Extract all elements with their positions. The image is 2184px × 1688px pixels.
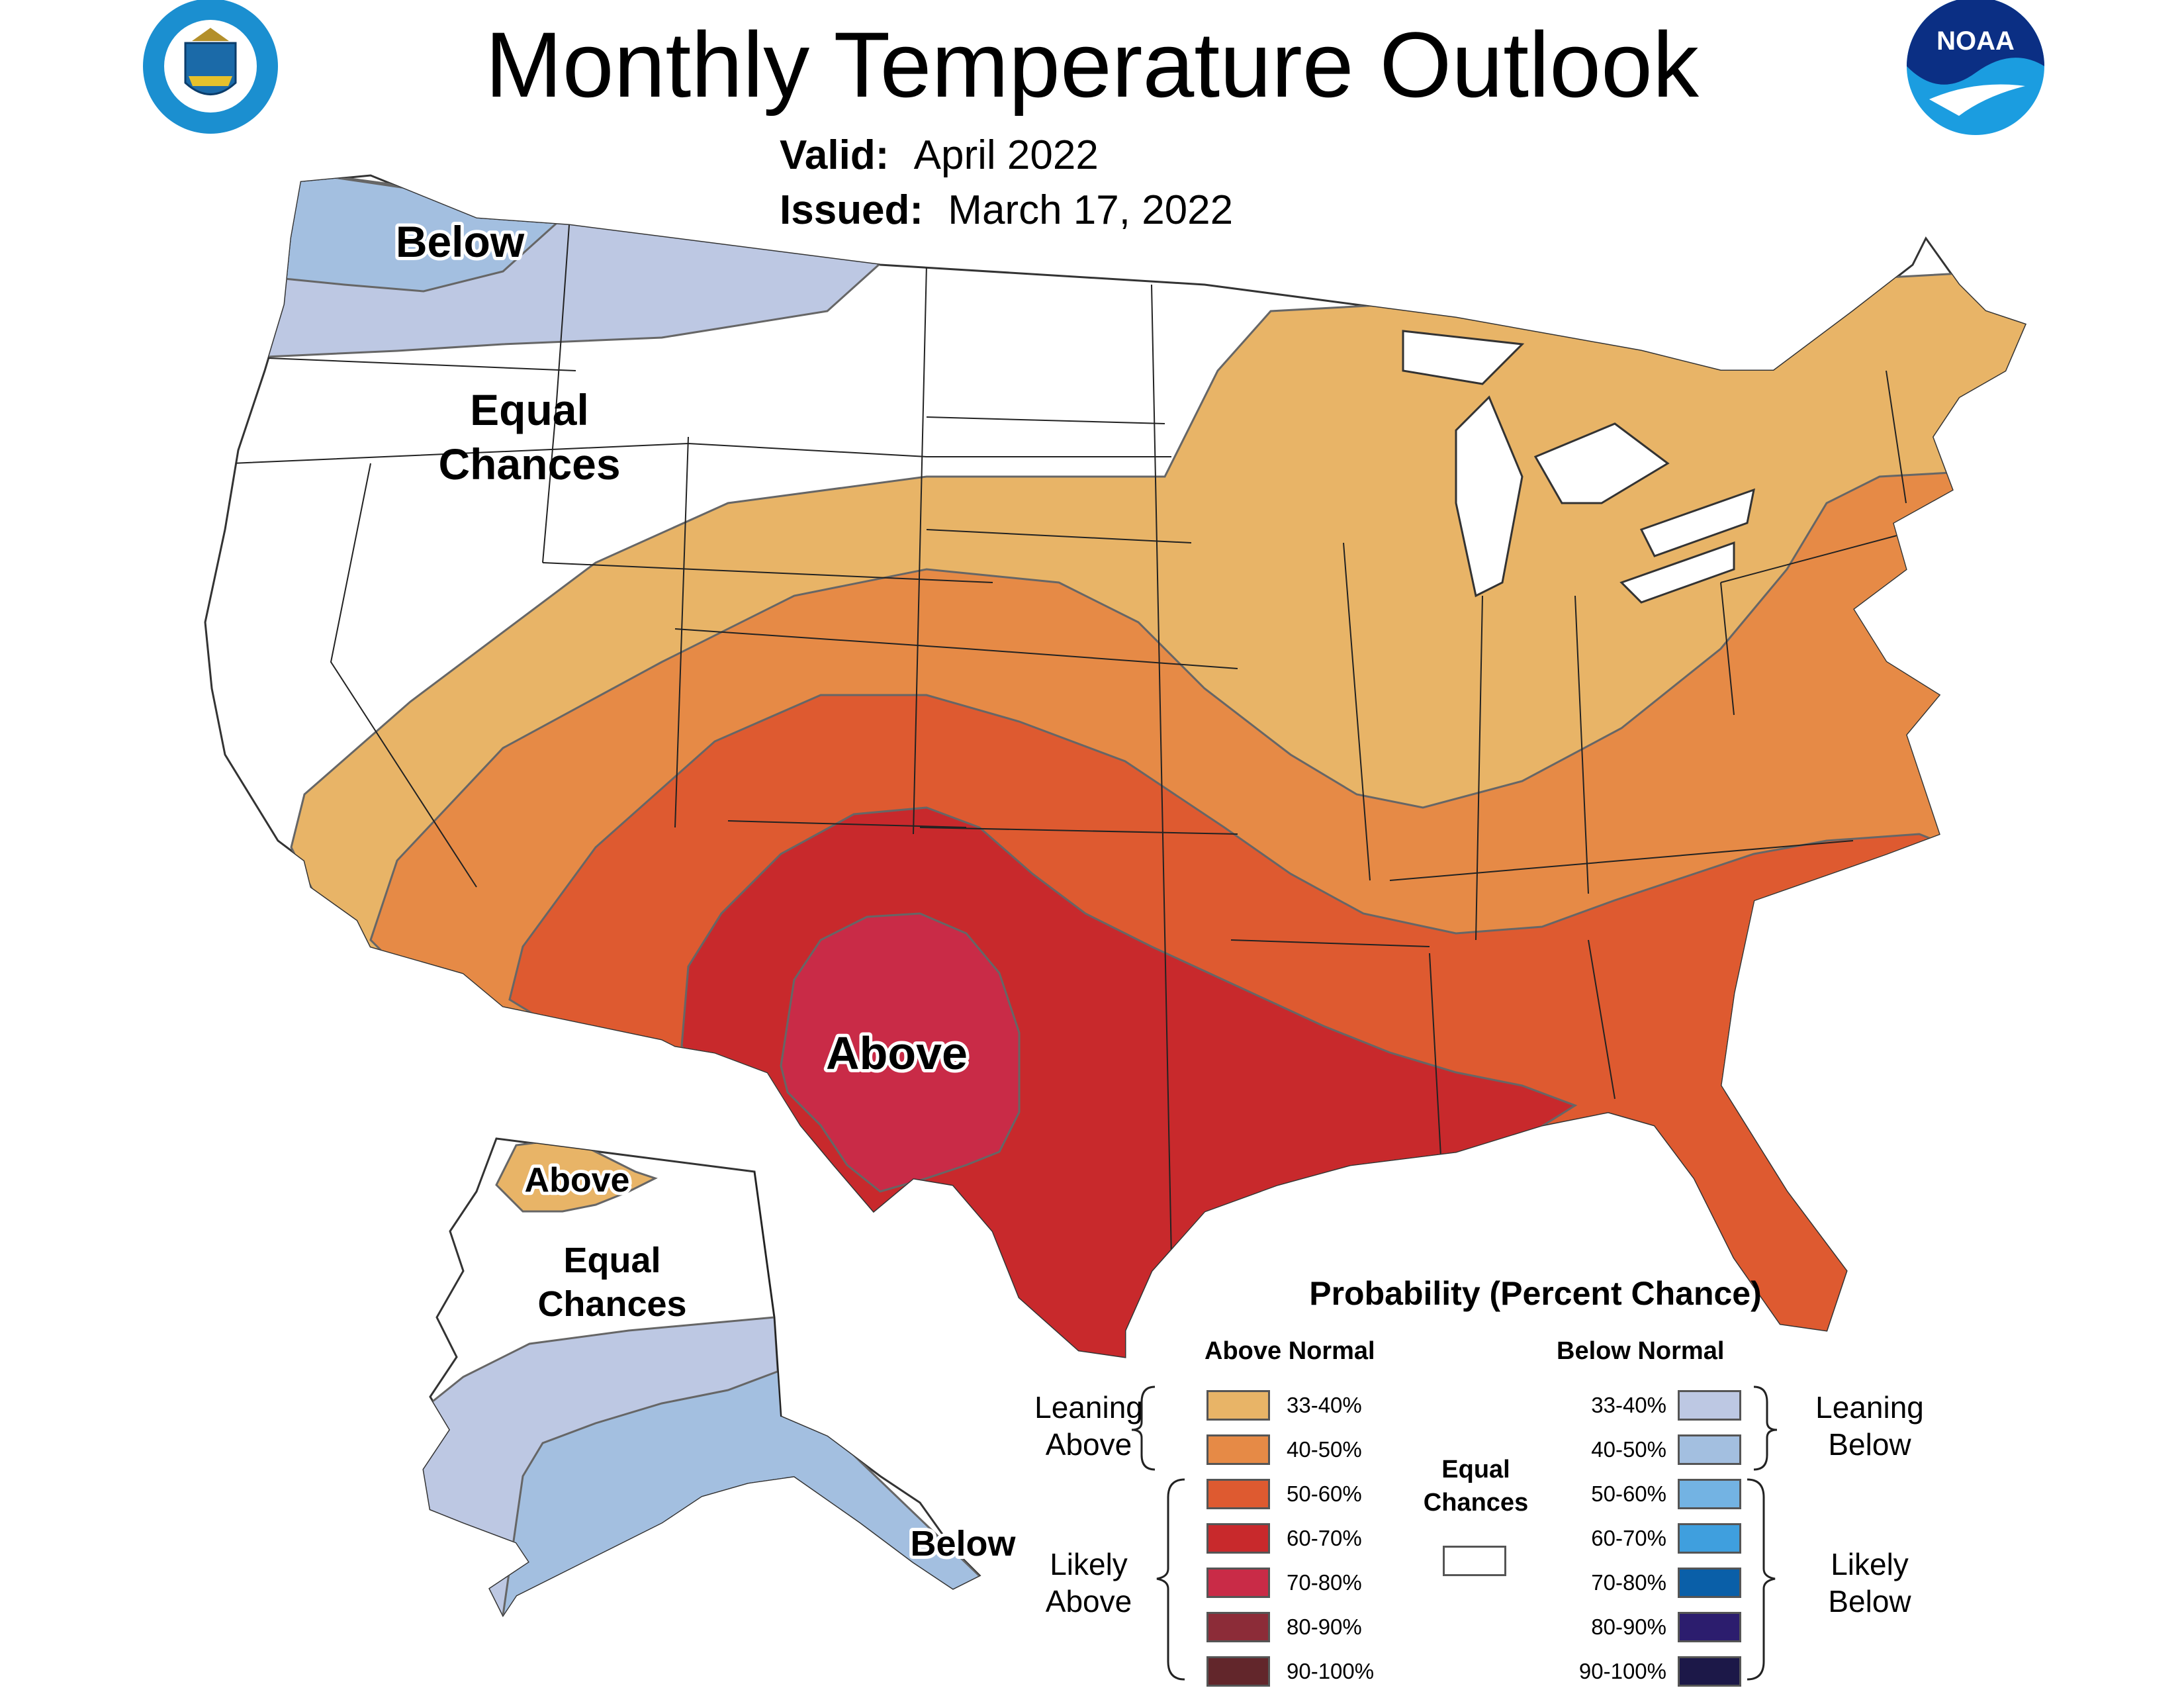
legend-title: Probability (Percent Chance) xyxy=(1309,1275,1762,1312)
leaning-below-label: Leaning Below xyxy=(1787,1389,1952,1463)
leaning-above-line-2: Above xyxy=(1045,1427,1132,1462)
issued-line: Issued: March 17, 2022 xyxy=(780,187,1233,234)
below-range-label: 33-40% xyxy=(1591,1393,1666,1417)
likely-above-label: Likely Above xyxy=(1006,1546,1171,1620)
below-swatch xyxy=(1678,1479,1741,1509)
alaska-above-label: Above xyxy=(525,1161,630,1199)
leaning-below-line-1: Leaning xyxy=(1815,1390,1924,1425)
above-swatch xyxy=(1206,1612,1270,1642)
equal-chances-label: Equal Chances xyxy=(1410,1453,1542,1519)
above-range-label: 33-40% xyxy=(1287,1393,1362,1417)
above-range-label: 90-100% xyxy=(1287,1659,1375,1683)
below-swatch xyxy=(1678,1612,1741,1642)
conus-equal-label-2: Chances xyxy=(438,440,620,489)
above-swatch xyxy=(1206,1390,1270,1421)
alaska-border xyxy=(754,1171,782,1417)
noaa-logo: NOAA xyxy=(1907,0,2044,135)
leaning-below-line-2: Below xyxy=(1828,1427,1911,1462)
above-swatch xyxy=(1206,1434,1270,1465)
equal-chances-line-1: Equal xyxy=(1441,1456,1510,1483)
alaska-below-label: Below xyxy=(910,1524,1016,1564)
leaning-above-line-1: Leaning xyxy=(1034,1390,1143,1425)
conus-above-70-80-region xyxy=(780,912,1021,1193)
leaning-above-label: Leaning Above xyxy=(1006,1389,1171,1463)
below-swatch xyxy=(1678,1523,1741,1554)
likely-above-line-1: Likely xyxy=(1050,1547,1128,1581)
below-swatch xyxy=(1678,1390,1741,1421)
map-title: Monthly Temperature Outlook xyxy=(485,13,1699,117)
valid-label: Valid: xyxy=(780,132,889,178)
issued-label: Issued: xyxy=(780,187,924,233)
state-boundaries xyxy=(231,224,1920,1258)
above-range-label: 70-80% xyxy=(1287,1570,1362,1595)
below-swatch xyxy=(1678,1656,1741,1687)
below-range-label: 40-50% xyxy=(1591,1437,1666,1462)
above-range-label: 60-70% xyxy=(1287,1526,1362,1550)
above-swatch xyxy=(1206,1523,1270,1554)
below-normal-header: Below Normal xyxy=(1557,1337,1725,1365)
conus-above-label: Above xyxy=(826,1027,968,1079)
below-range-label: 50-60% xyxy=(1591,1481,1666,1506)
below-swatch xyxy=(1678,1434,1741,1465)
likely-above-line-2: Above xyxy=(1045,1584,1132,1618)
below-range-label: 60-70% xyxy=(1591,1526,1666,1550)
above-normal-header: Above Normal xyxy=(1205,1337,1375,1365)
issued-value: March 17, 2022 xyxy=(948,187,1234,233)
valid-line: Valid: April 2022 xyxy=(780,132,1099,179)
below-range-label: 70-80% xyxy=(1591,1570,1666,1595)
above-swatch xyxy=(1206,1656,1270,1687)
likely-below-line-2: Below xyxy=(1828,1584,1911,1618)
below-range-label: 80-90% xyxy=(1591,1615,1666,1639)
conus-below-label: Below xyxy=(396,217,525,266)
conus-equal-label-1: Equal xyxy=(470,385,589,434)
valid-value: April 2022 xyxy=(913,132,1099,178)
likely-below-line-1: Likely xyxy=(1831,1547,1909,1581)
above-swatch xyxy=(1206,1568,1270,1598)
below-swatch xyxy=(1678,1568,1741,1598)
alaska-equal-label-1: Equal xyxy=(563,1241,660,1280)
great-lakes xyxy=(1402,330,1755,604)
likely-below-label: Likely Below xyxy=(1787,1546,1952,1620)
equal-chances-swatch xyxy=(1443,1546,1506,1576)
department-of-commerce-seal xyxy=(143,0,278,134)
above-swatch xyxy=(1206,1479,1270,1509)
above-range-label: 40-50% xyxy=(1287,1437,1362,1462)
below-range-label: 90-100% xyxy=(1578,1659,1666,1683)
alaska-equal-label-2: Chances xyxy=(537,1284,686,1324)
above-range-label: 80-90% xyxy=(1287,1615,1362,1639)
svg-text:NOAA: NOAA xyxy=(1936,26,2015,56)
above-range-label: 50-60% xyxy=(1287,1481,1362,1506)
equal-chances-line-2: Chances xyxy=(1423,1489,1529,1517)
